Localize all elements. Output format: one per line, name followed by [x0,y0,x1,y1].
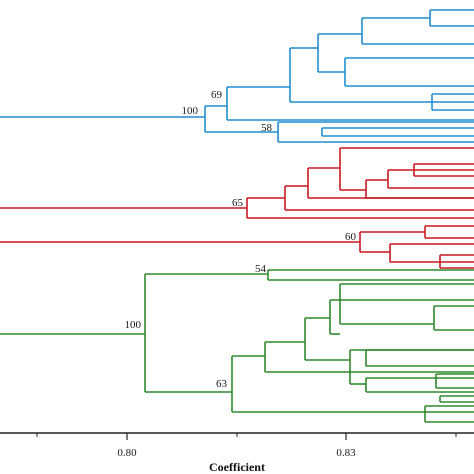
bootstrap-label-blue-lower: 58 [261,122,273,134]
cluster-green [0,269,474,423]
bootstrap-label-red-upper: 65 [232,197,244,209]
bootstrap-label-blue-root: 100 [182,105,199,117]
bootstrap-label-red-lower: 60 [345,231,357,243]
bootstrap-label-green-lower: 63 [216,378,228,390]
cluster-blue [0,9,474,143]
bootstrap-label-green-upper: 54 [255,263,267,275]
bootstrap-label-green-root: 100 [125,319,142,331]
x-axis-title: Coefficient [209,460,265,474]
x-tick-label-080: 0.80 [117,447,137,459]
cluster-red [0,147,474,269]
bootstrap-label-blue-upper: 69 [211,89,223,101]
x-tick-label-083: 0.83 [336,447,356,459]
